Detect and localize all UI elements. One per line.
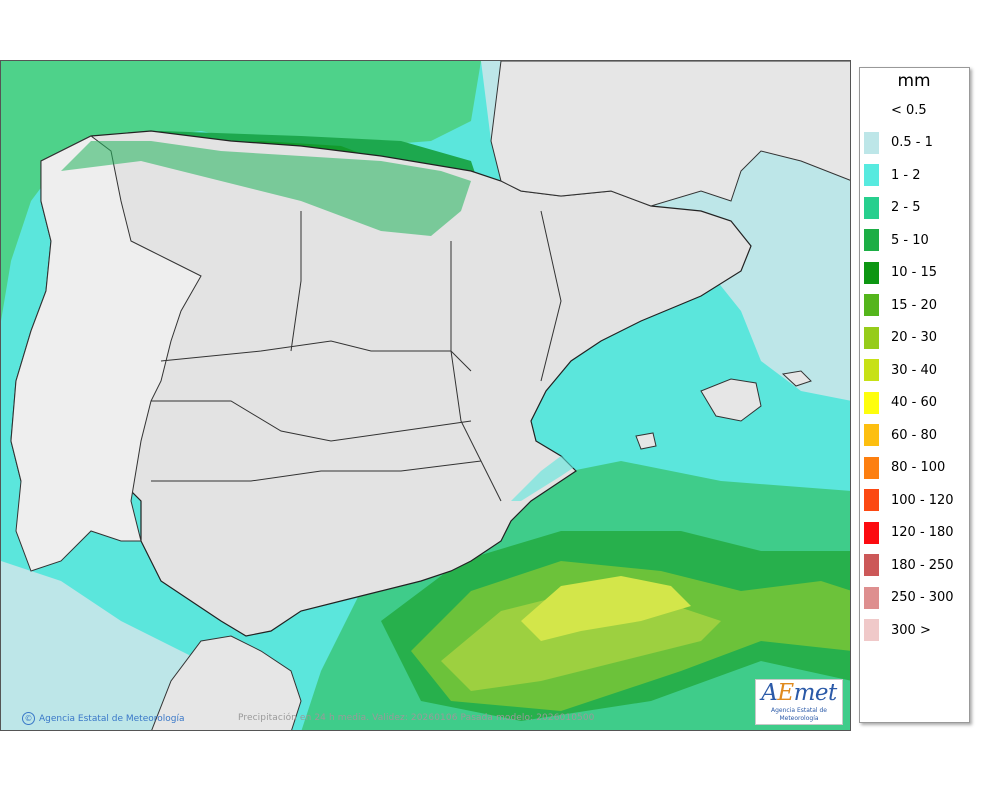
legend-swatch [864, 196, 879, 219]
region-borders [151, 210, 562, 502]
legend-item: 300 > [864, 618, 931, 642]
legend-swatch [864, 229, 879, 251]
logo-subtitle: Agencia Estatal de Meteorología [770, 707, 827, 722]
legend-item: 20 - 30 [864, 326, 937, 350]
legend-swatch [864, 326, 879, 349]
precip-band-2-5 [1, 61, 481, 321]
france-land [490, 61, 850, 207]
legend-label: 250 - 300 [891, 590, 954, 605]
legend-label: 20 - 30 [891, 330, 938, 345]
legend-item: 10 - 15 [864, 261, 937, 285]
legend-label: < 0.5 [891, 102, 927, 118]
legend-swatch [864, 294, 879, 316]
legend-item: 5 - 10 [864, 228, 929, 252]
legend-swatch [864, 359, 879, 381]
legend-item: 100 - 120 [864, 488, 954, 512]
legend-label: 80 - 100 [891, 460, 946, 475]
logo-mark: AEmet [761, 680, 837, 706]
precipitation-map [0, 60, 851, 731]
ibiza-land [635, 432, 657, 450]
aemet-logo: AEmet Agencia Estatal de Meteorología [755, 679, 843, 725]
legend-label: 0.5 - 1 [891, 135, 933, 150]
legend-label: 10 - 15 [891, 265, 938, 280]
legend-swatch [864, 489, 879, 511]
legend-label: 40 - 60 [891, 395, 938, 410]
legend-item: 0.5 - 1 [864, 131, 933, 155]
legend-panel: mm < 0.5 0.5 - 1 1 - 2 2 - 5 5 - 10 10 - 15 15… [859, 67, 970, 723]
precip-land-east [511, 456, 576, 501]
legend-swatch [864, 261, 879, 284]
legend-label: 2 - 5 [891, 200, 921, 215]
legend-item: 30 - 40 [864, 358, 937, 382]
legend-label: 100 - 120 [891, 492, 954, 508]
legend-swatch [864, 554, 879, 576]
precip-band-30-40 [521, 576, 691, 641]
legend-swatch [864, 456, 879, 479]
legend-item: < 0.5 [864, 98, 927, 122]
menorca-land [781, 370, 812, 387]
legend-swatch [864, 586, 879, 609]
legend-item: 2 - 5 [864, 196, 921, 220]
portugal-land [10, 135, 202, 572]
legend-label: 60 - 80 [891, 427, 938, 443]
legend-swatch [864, 391, 879, 414]
legend-item: 80 - 100 [864, 456, 945, 480]
legend-swatch [864, 619, 879, 641]
legend-item: 250 - 300 [864, 586, 954, 610]
legend-swatch [864, 521, 879, 544]
copyright-icon: © [22, 712, 35, 725]
legend-item: 180 - 250 [864, 553, 954, 577]
legend-item: 1 - 2 [864, 163, 921, 187]
legend-swatch [864, 424, 879, 446]
legend-swatch [864, 131, 879, 154]
legend-swatch [864, 164, 879, 186]
legend-label: 30 - 40 [891, 362, 938, 378]
legend-label: 1 - 2 [891, 167, 921, 183]
legend-item: 60 - 80 [864, 423, 937, 447]
legend-item: 40 - 60 [864, 391, 937, 415]
legend-label: 120 - 180 [891, 525, 954, 540]
legend-unit: mm [897, 71, 931, 91]
legend-label: 15 - 20 [891, 297, 938, 313]
mallorca-land [700, 378, 762, 422]
precip-land-north [61, 141, 471, 236]
map-caption: Precipitación en 24 h media. Validez: 20… [238, 713, 595, 723]
legend-item: 120 - 180 [864, 521, 954, 545]
credit-line: © Agencia Estatal de Meteorología [22, 712, 185, 725]
legend-label: 300 > [891, 622, 931, 638]
credit-text: Agencia Estatal de Meteorología [39, 713, 185, 724]
africa-land [151, 635, 302, 730]
legend-label: 5 - 10 [891, 232, 929, 248]
legend-swatch [864, 99, 879, 121]
legend-label: 180 - 250 [891, 557, 954, 573]
legend-item: 15 - 20 [864, 293, 937, 317]
